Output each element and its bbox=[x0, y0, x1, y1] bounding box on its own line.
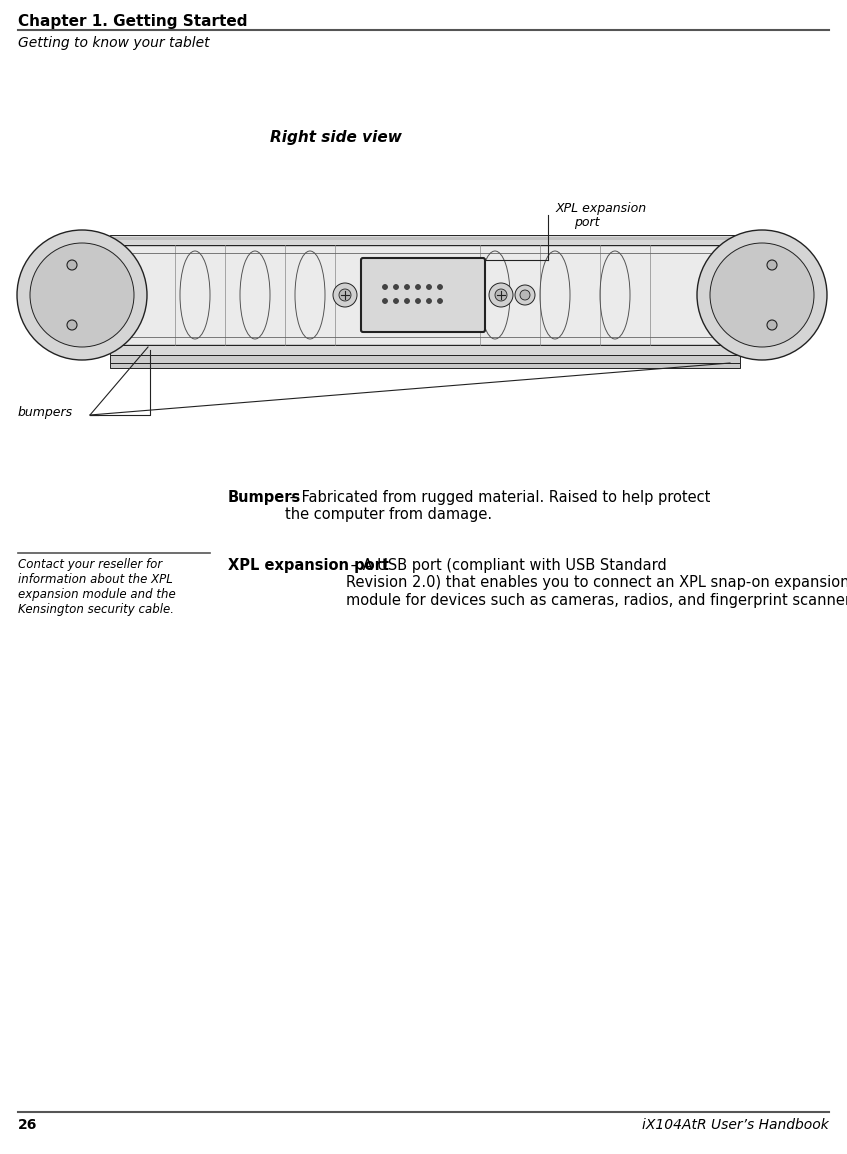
Circle shape bbox=[405, 299, 409, 304]
Circle shape bbox=[489, 283, 513, 307]
Text: Bumpers: Bumpers bbox=[228, 490, 302, 505]
Text: Getting to know your tablet: Getting to know your tablet bbox=[18, 36, 209, 50]
Text: 26: 26 bbox=[18, 1118, 37, 1132]
Circle shape bbox=[394, 299, 398, 304]
Ellipse shape bbox=[710, 243, 814, 347]
Circle shape bbox=[767, 260, 777, 270]
Bar bbox=[110, 345, 740, 355]
Ellipse shape bbox=[697, 230, 827, 360]
Circle shape bbox=[515, 285, 535, 305]
Circle shape bbox=[383, 299, 387, 304]
Circle shape bbox=[427, 299, 431, 304]
Circle shape bbox=[339, 288, 351, 301]
Text: Contact your reseller for
information about the XPL
expansion module and the
Ken: Contact your reseller for information ab… bbox=[18, 559, 175, 616]
Ellipse shape bbox=[30, 243, 134, 347]
Circle shape bbox=[67, 320, 77, 330]
Text: XPL expansion port: XPL expansion port bbox=[228, 559, 389, 574]
Circle shape bbox=[394, 285, 398, 290]
Circle shape bbox=[767, 320, 777, 330]
Bar bbox=[110, 245, 740, 345]
Circle shape bbox=[495, 288, 507, 301]
Circle shape bbox=[405, 285, 409, 290]
Circle shape bbox=[438, 285, 442, 290]
Bar bbox=[110, 364, 740, 368]
Text: – Fabricated from rugged material. Raised to help protect
the computer from dama: – Fabricated from rugged material. Raise… bbox=[285, 490, 711, 523]
Text: – A USB port (compliant with USB Standard
Revision 2.0) that enables you to conn: – A USB port (compliant with USB Standar… bbox=[346, 559, 847, 608]
Circle shape bbox=[438, 299, 442, 304]
Text: Right side view: Right side view bbox=[270, 130, 401, 145]
Circle shape bbox=[416, 285, 420, 290]
Circle shape bbox=[520, 290, 530, 300]
Circle shape bbox=[383, 285, 387, 290]
Bar bbox=[110, 355, 740, 364]
Text: iX104AtR User’s Handbook: iX104AtR User’s Handbook bbox=[642, 1118, 829, 1132]
Circle shape bbox=[427, 285, 431, 290]
Circle shape bbox=[416, 299, 420, 304]
Ellipse shape bbox=[17, 230, 147, 360]
Text: XPL expansion: XPL expansion bbox=[556, 202, 647, 215]
Bar bbox=[110, 235, 740, 245]
Bar bbox=[110, 237, 740, 240]
Bar bbox=[120, 265, 137, 325]
Circle shape bbox=[333, 283, 357, 307]
Text: bumpers: bumpers bbox=[18, 406, 73, 419]
Circle shape bbox=[67, 260, 77, 270]
Text: port: port bbox=[574, 216, 600, 228]
FancyBboxPatch shape bbox=[361, 258, 485, 332]
Text: Chapter 1. Getting Started: Chapter 1. Getting Started bbox=[18, 14, 247, 29]
